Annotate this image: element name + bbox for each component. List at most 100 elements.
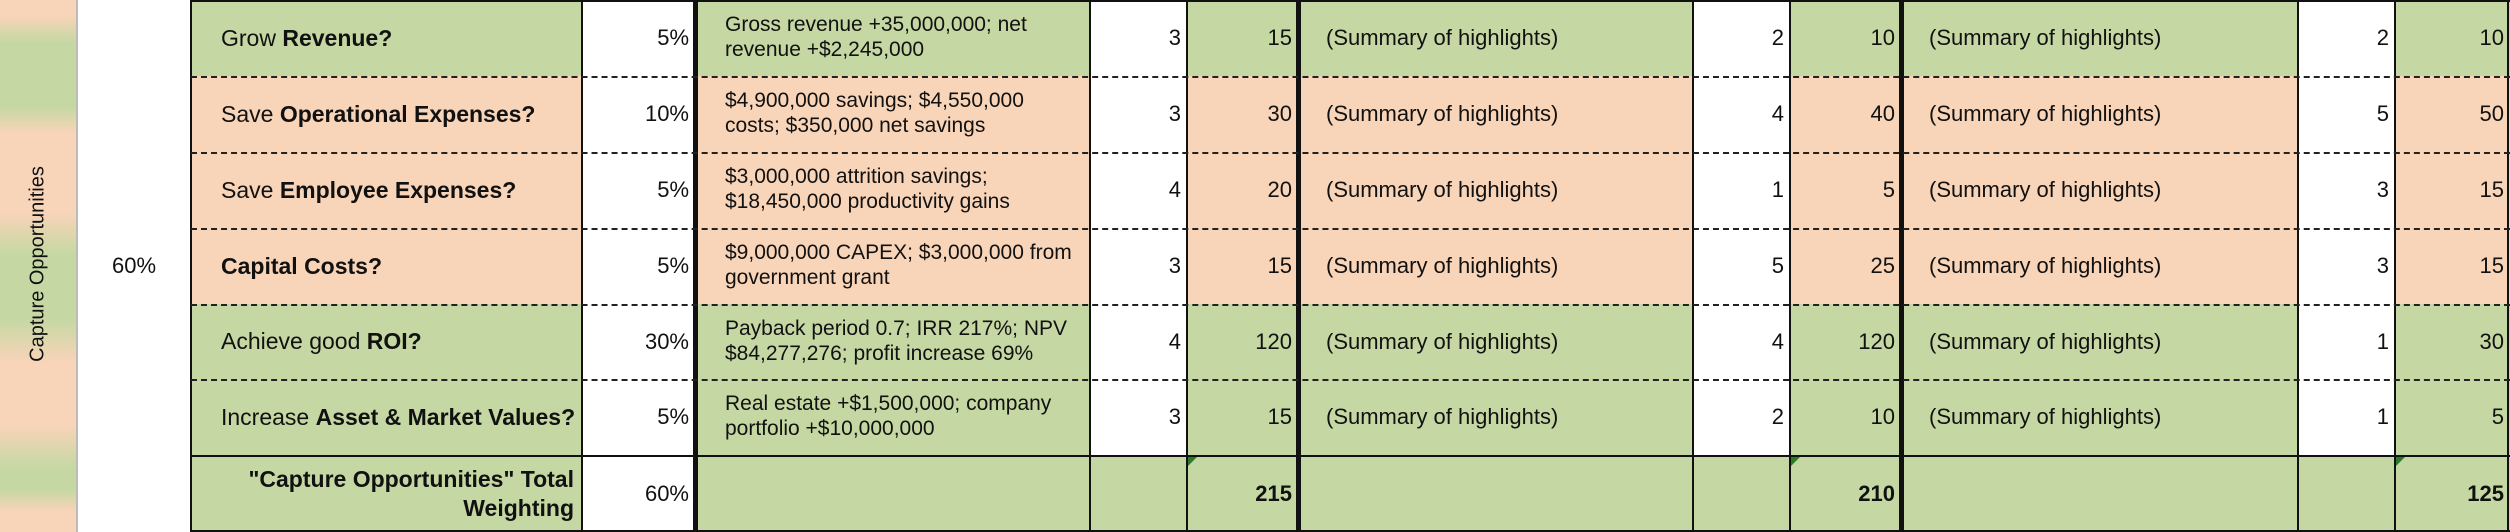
option3-weighted: 5 — [2395, 379, 2510, 455]
total-score3-cell — [2298, 455, 2395, 532]
total-score2-cell — [1693, 455, 1790, 532]
option2-weighted: 25 — [1790, 228, 1901, 304]
total-score-2: 210 — [1790, 455, 1901, 532]
criterion-label: Save Operational Expenses? — [221, 100, 536, 127]
option2-summary: (Summary of highlights) — [1298, 0, 1693, 76]
option1-score: 3 — [1090, 379, 1187, 455]
grid-vline — [1089, 0, 1091, 532]
option1-weighted: 20 — [1187, 152, 1298, 228]
option1-description: $9,000,000 CAPEX; $3,000,000 from govern… — [695, 228, 1090, 304]
option3-weighted: 10 — [2395, 0, 2510, 76]
option3-weighted: 15 — [2395, 228, 2510, 304]
option2-score: 4 — [1693, 304, 1790, 379]
grid-vline — [693, 0, 698, 532]
option1-score: 3 — [1090, 228, 1187, 304]
grid-vline — [2297, 0, 2299, 532]
section-weight: 60% — [111, 253, 157, 278]
option1-description: $4,900,000 savings; $4,550,000 costs; $3… — [695, 76, 1090, 152]
option2-score: 2 — [1693, 379, 1790, 455]
option2-weighted: 40 — [1790, 76, 1901, 152]
grid-hline — [191, 304, 2510, 306]
option3-weighted: 30 — [2395, 304, 2510, 379]
option1-weighted: 15 — [1187, 0, 1298, 76]
option2-summary: (Summary of highlights) — [1298, 76, 1693, 152]
criterion-cell: Save Employee Expenses? — [191, 152, 582, 228]
criterion-cell: Save Operational Expenses? — [191, 76, 582, 152]
criterion-weight: 5% — [582, 152, 695, 228]
option3-score: 3 — [2298, 228, 2395, 304]
criterion-label: Achieve good ROI? — [221, 328, 422, 354]
grid-vline — [1296, 0, 1301, 532]
grid-vline — [1692, 0, 1694, 532]
total-score-1: 215 — [1187, 455, 1298, 532]
option1-description: $3,000,000 attrition savings; $18,450,00… — [695, 152, 1090, 228]
option2-weighted: 10 — [1790, 379, 1901, 455]
total-summary2-cell — [1298, 455, 1693, 532]
grid-hline — [191, 76, 2510, 78]
criterion-label: Grow Revenue? — [221, 24, 393, 51]
total-weight: 60% — [582, 455, 695, 532]
option2-score: 1 — [1693, 152, 1790, 228]
option1-description: Payback period 0.7; IRR 217%; NPV $84,27… — [695, 304, 1090, 379]
criterion-cell: Grow Revenue? — [191, 0, 582, 76]
option3-summary: (Summary of highlights) — [1901, 0, 2298, 76]
option1-weighted: 15 — [1187, 228, 1298, 304]
grid-vline — [1899, 0, 1904, 532]
criterion-label: Capital Costs? — [221, 252, 383, 279]
option1-score: 4 — [1090, 152, 1187, 228]
option1-weighted: 30 — [1187, 76, 1298, 152]
option2-weighted: 10 — [1790, 0, 1901, 76]
grid-vline — [2394, 0, 2396, 532]
total-label: "Capture Opportunities" Total Weighting — [191, 455, 582, 532]
grid-hline — [191, 530, 2510, 532]
criterion-weight: 30% — [582, 304, 695, 379]
option1-weighted: 15 — [1187, 379, 1298, 455]
option1-description: Gross revenue +35,000,000; net revenue +… — [695, 0, 1090, 76]
option3-summary: (Summary of highlights) — [1901, 304, 2298, 379]
grid-vline — [2507, 0, 2509, 532]
criterion-label: Save Employee Expenses? — [221, 176, 517, 203]
option3-score: 1 — [2298, 379, 2395, 455]
grid-vline — [76, 0, 78, 532]
option3-score: 2 — [2298, 0, 2395, 76]
option2-weighted: 5 — [1790, 152, 1901, 228]
criterion-weight: 5% — [582, 0, 695, 76]
grid-hline — [191, 379, 2510, 381]
option2-score: 5 — [1693, 228, 1790, 304]
total-score-3: 125 — [2395, 455, 2510, 532]
option3-score: 5 — [2298, 76, 2395, 152]
criterion-label: Increase Asset & Market Values? — [221, 403, 576, 430]
criterion-cell: Increase Asset & Market Values? — [191, 379, 582, 455]
section-label: Capture Opportunities — [26, 166, 49, 362]
option2-summary: (Summary of highlights) — [1298, 228, 1693, 304]
option2-summary: (Summary of highlights) — [1298, 379, 1693, 455]
criterion-weight: 5% — [582, 379, 695, 455]
grid-hline — [191, 0, 2510, 2]
option3-score: 1 — [2298, 304, 2395, 379]
option1-score: 4 — [1090, 304, 1187, 379]
grid-vline — [190, 0, 192, 532]
option3-summary: (Summary of highlights) — [1901, 152, 2298, 228]
option2-score: 4 — [1693, 76, 1790, 152]
criterion-weight: 5% — [582, 228, 695, 304]
option3-weighted: 15 — [2395, 152, 2510, 228]
total-score1-cell — [1090, 455, 1187, 532]
total-summary3-cell — [1901, 455, 2298, 532]
section-strip: Capture Opportunities — [0, 0, 77, 532]
comment-flag-icon — [2396, 456, 2406, 466]
comment-flag-icon — [1791, 456, 1801, 466]
option3-score: 3 — [2298, 152, 2395, 228]
total-desc-cell — [695, 455, 1090, 532]
grid-vline — [1186, 0, 1188, 532]
comment-flag-icon — [1188, 456, 1198, 466]
option3-summary: (Summary of highlights) — [1901, 76, 2298, 152]
option2-summary: (Summary of highlights) — [1298, 304, 1693, 379]
grid-hline — [191, 455, 2510, 457]
option2-summary: (Summary of highlights) — [1298, 152, 1693, 228]
criterion-cell: Achieve good ROI? — [191, 304, 582, 379]
option3-summary: (Summary of highlights) — [1901, 379, 2298, 455]
option1-score: 3 — [1090, 0, 1187, 76]
criterion-cell: Capital Costs? — [191, 228, 582, 304]
criterion-weight: 10% — [582, 76, 695, 152]
option1-weighted: 120 — [1187, 304, 1298, 379]
